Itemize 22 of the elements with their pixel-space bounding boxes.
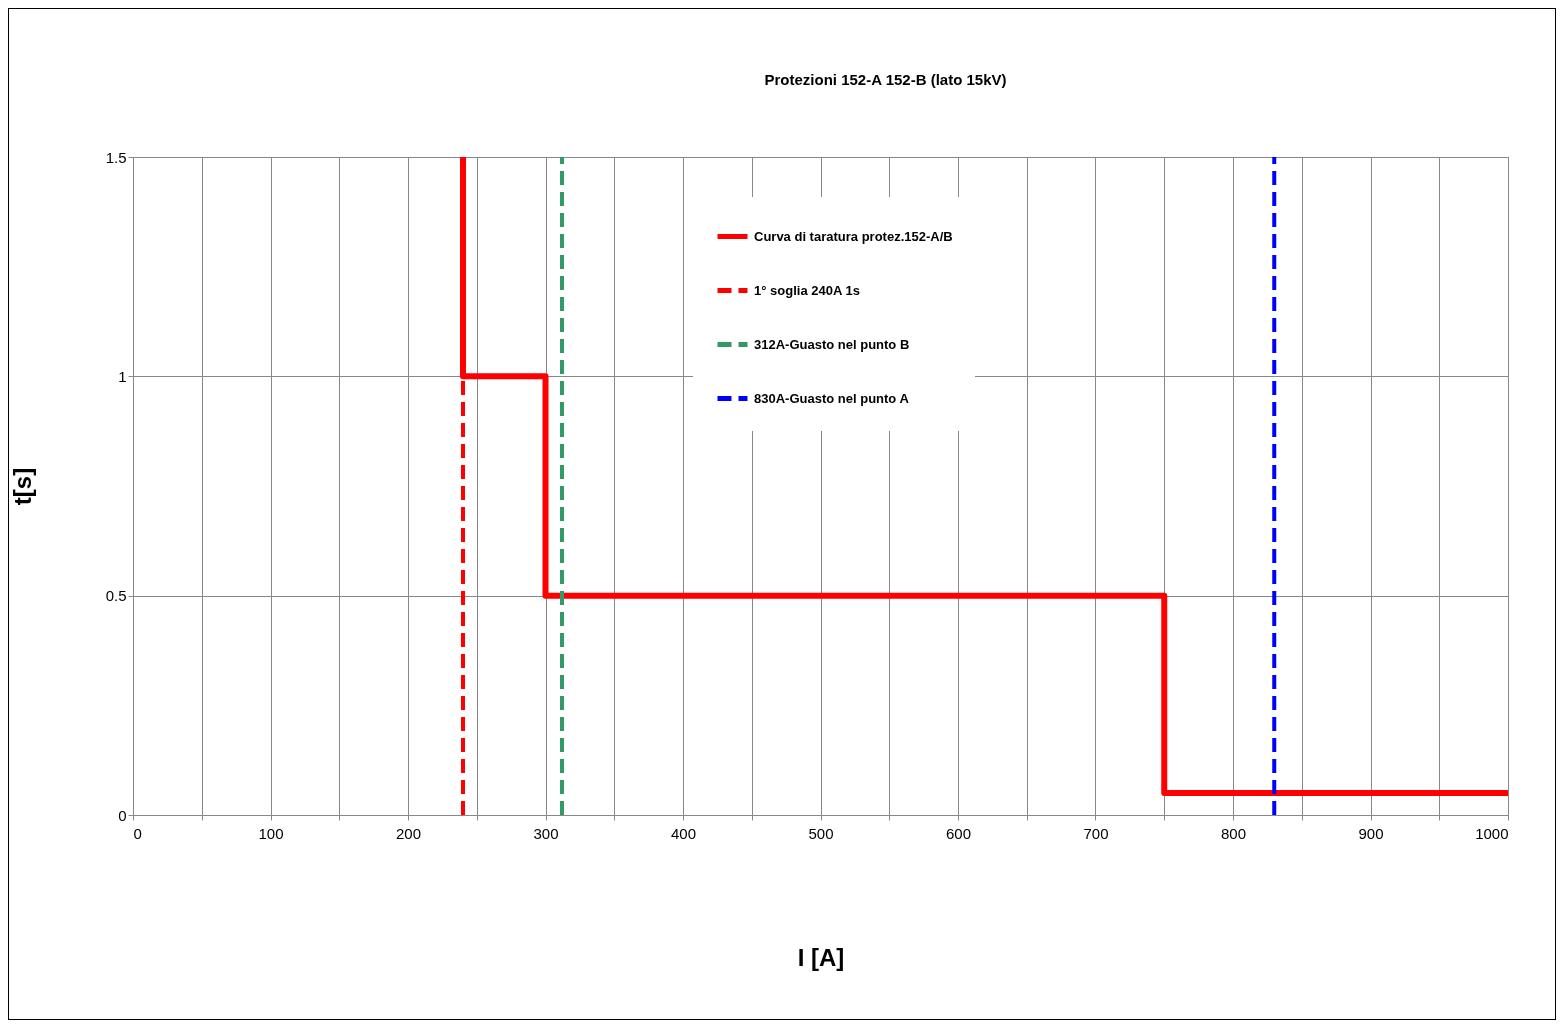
- legend-label: 1° soglia 240A 1s: [754, 282, 860, 298]
- x-tick-label: 1000: [1475, 824, 1509, 842]
- y-tick-label: 1.5: [105, 148, 127, 166]
- x-tick-label: 0: [133, 824, 142, 842]
- y-tick-label: 0: [118, 806, 127, 824]
- x-tick-label: 500: [808, 824, 834, 842]
- y-tick-label: 0.5: [105, 587, 127, 605]
- x-tick-label: 300: [533, 824, 559, 842]
- legend-label: Curva di taratura protez.152-A/B: [754, 228, 953, 244]
- x-tick-label: 600: [945, 824, 972, 842]
- x-axis-title: I [A]: [797, 943, 845, 971]
- x-tick-label: 200: [395, 824, 422, 842]
- x-tick-label: 700: [1083, 824, 1109, 842]
- chart-title: Protezioni 152-A 152-B (lato 15kV): [764, 71, 1007, 88]
- x-tick-label: 100: [258, 824, 284, 842]
- y-tick-label: 1: [118, 367, 127, 385]
- x-tick-label: 400: [670, 824, 697, 842]
- legend-label: 830A-Guasto nel punto A: [754, 390, 910, 406]
- x-tick-label: 900: [1358, 824, 1384, 842]
- y-axis-title: t[s]: [8, 467, 36, 506]
- x-tick-label: 800: [1220, 824, 1247, 842]
- legend-label: 312A-Guasto nel punto B: [754, 336, 910, 352]
